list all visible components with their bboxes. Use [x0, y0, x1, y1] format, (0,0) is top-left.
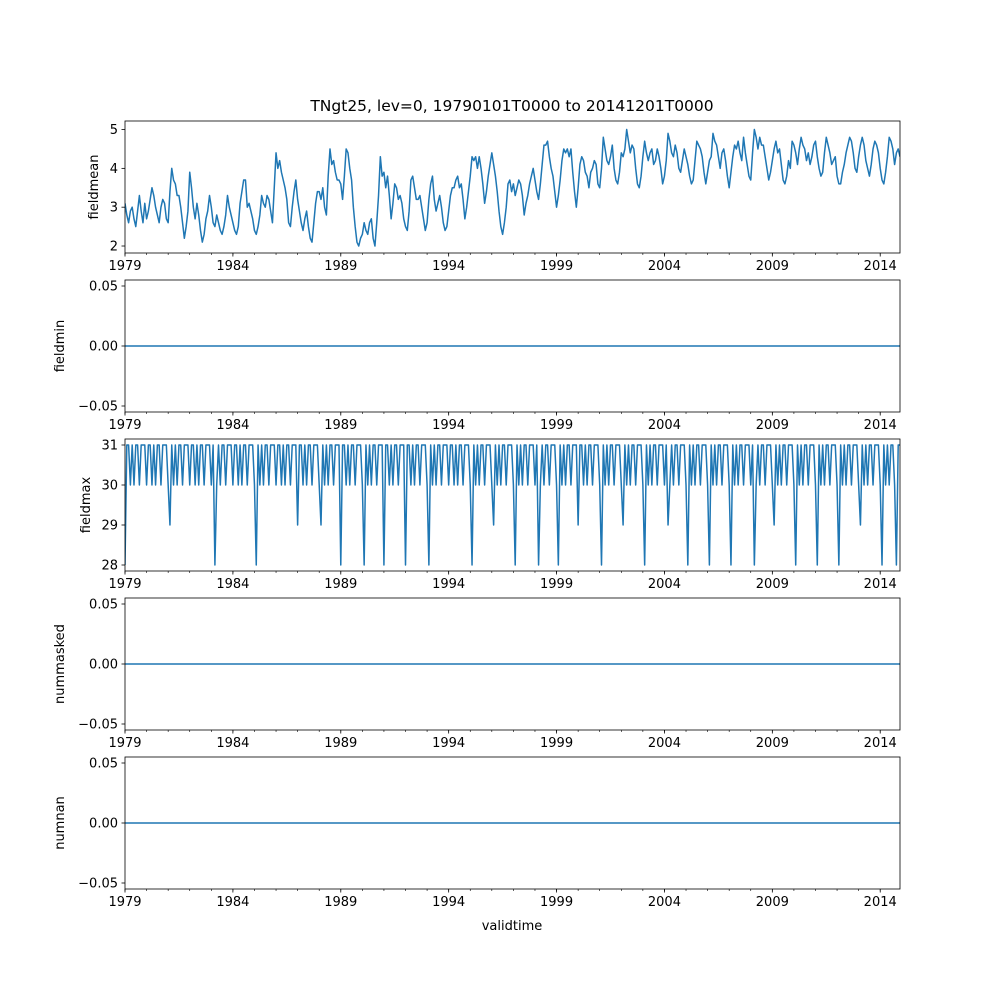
nummasked-ytick-label: 0.05 [89, 598, 118, 613]
nummasked-xtick-label: 1999 [540, 736, 573, 751]
fieldmin-xtick-label: 1999 [540, 418, 573, 433]
nummasked-xtick-label: 1989 [324, 736, 357, 751]
fieldmean-ytick-label: 2 [110, 240, 118, 255]
x-axis-label: validtime [482, 919, 543, 934]
numnan-xtick-label: 1994 [432, 895, 465, 910]
numnan-ytick-label: 0.00 [89, 817, 118, 832]
fieldmean-xtick-label: 1999 [540, 259, 573, 274]
fieldmax-xtick-label: 2009 [756, 577, 789, 592]
panel-fieldmin: −0.05 0.00 0.05 fieldmin 1979 1984 1989 1994 199… [53, 280, 901, 433]
fieldmax-xtick-label: 2004 [648, 577, 681, 592]
numnan-xtick-label: 1979 [108, 895, 141, 910]
nummasked-ytick-label: 0.00 [89, 658, 118, 673]
figure-title: TNgt25, lev=0, 19790101T0000 to 20141201… [309, 97, 713, 115]
nummasked-xtick-label: 2009 [756, 736, 789, 751]
fieldmean-xtick-label: 2004 [648, 259, 681, 274]
fieldmax-ytick-label: 31 [101, 439, 118, 454]
nummasked-xtick-label: 2014 [864, 736, 897, 751]
fieldmax-xtick-label: 2014 [864, 577, 897, 592]
numnan-y-axis-label: numnan [53, 796, 68, 850]
nummasked-y-axis-label: nummasked [53, 624, 68, 704]
numnan-xtick-label: 1984 [216, 895, 249, 910]
fieldmin-ytick-label: 0.00 [89, 340, 118, 355]
fieldmax-ytick-label: 30 [101, 479, 118, 494]
numnan-xtick-label: 2004 [648, 895, 681, 910]
fieldmean-xtick-label: 2009 [756, 259, 789, 274]
fieldmean-xtick-label: 2014 [864, 259, 897, 274]
fieldmax-ytick-label: 28 [101, 559, 118, 574]
fieldmax-xtick-label: 1979 [108, 577, 141, 592]
fieldmax-y-axis-label: fieldmax [79, 477, 94, 534]
nummasked-xtick-label: 1984 [216, 736, 249, 751]
panel-nummasked: −0.05 0.00 0.05 nummasked 1979 1984 1989 1994 19… [53, 598, 901, 751]
panel-fieldmax: 28 29 30 31 fieldmax 1979 1984 1989 1994 1999 2004… [79, 438, 901, 592]
fieldmin-xtick-label: 1979 [108, 418, 141, 433]
numnan-ytick-label: −0.05 [78, 877, 118, 892]
fieldmean-xtick-label: 1984 [216, 259, 249, 274]
fieldmin-y-axis-label: fieldmin [53, 320, 68, 373]
fieldmin-xtick-label: 1984 [216, 418, 249, 433]
fieldmin-ytick-label: 0.05 [89, 280, 118, 295]
fieldmean-y-axis-label: fieldmean [87, 155, 102, 220]
numnan-xtick-label: 2014 [864, 895, 897, 910]
fieldmean-xtick-label: 1989 [324, 259, 357, 274]
fieldmean-ytick-label: 3 [110, 201, 118, 216]
fieldmean-series-line [125, 128, 900, 247]
fieldmean-ytick-label: 5 [110, 123, 118, 138]
numnan-ytick-label: 0.05 [89, 757, 118, 772]
numnan-xtick-label: 2009 [756, 895, 789, 910]
fieldmax-xtick-label: 1994 [432, 577, 465, 592]
fieldmax-xtick-label: 1989 [324, 577, 357, 592]
nummasked-xtick-label: 1979 [108, 736, 141, 751]
numnan-xtick-label: 1999 [540, 895, 573, 910]
fieldmax-xtick-label: 1984 [216, 577, 249, 592]
fieldmean-xtick-label: 1979 [108, 259, 141, 274]
fieldmin-xtick-label: 1989 [324, 418, 357, 433]
fieldmean-axes-frame [124, 120, 901, 254]
fieldmin-xtick-label: 2014 [864, 418, 897, 433]
fieldmean-xtick-label: 1994 [432, 259, 465, 274]
numnan-xtick-label: 1989 [324, 895, 357, 910]
fieldmax-ytick-label: 29 [101, 519, 118, 534]
panel-fieldmean: 2 3 4 5 fieldmean 1979 1984 1989 1994 1999 2004 200… [87, 120, 901, 274]
fieldmin-xtick-label: 2009 [756, 418, 789, 433]
fieldmin-xtick-label: 2004 [648, 418, 681, 433]
panel-numnan: −0.05 0.00 0.05 numnan 1979 1984 1989 1994 1999 2… [53, 757, 901, 910]
fieldmean-ytick-label: 4 [110, 162, 118, 177]
fieldmax-xtick-label: 1999 [540, 577, 573, 592]
fieldmin-xtick-label: 1994 [432, 418, 465, 433]
fieldmin-ytick-label: −0.05 [78, 400, 118, 415]
nummasked-xtick-label: 1994 [432, 736, 465, 751]
nummasked-ytick-label: −0.05 [78, 718, 118, 733]
fieldmax-axes-frame [124, 438, 901, 572]
fieldmax-series-line [125, 444, 900, 566]
nummasked-xtick-label: 2004 [648, 736, 681, 751]
